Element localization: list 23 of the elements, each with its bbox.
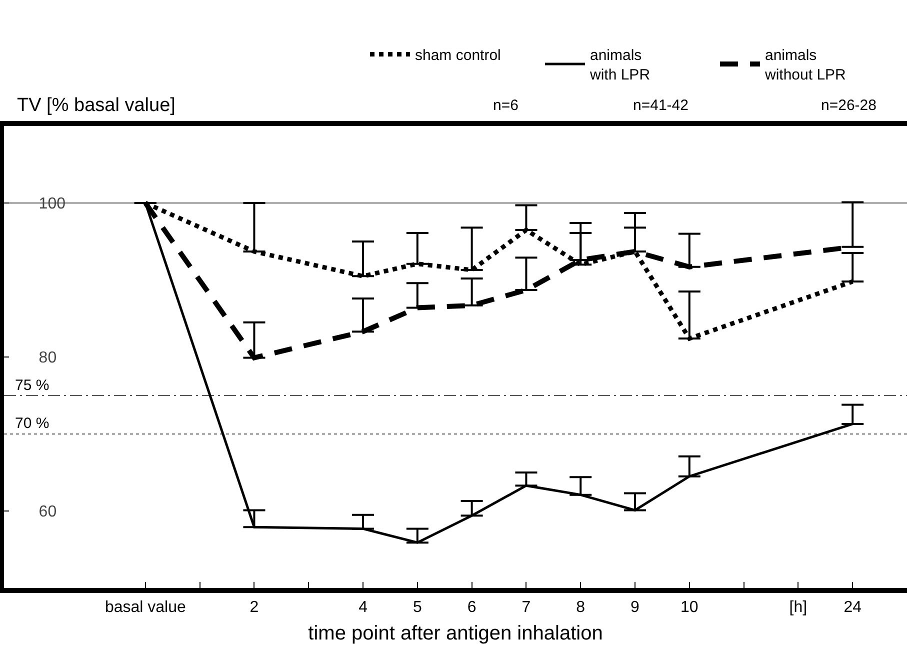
legend-label: animals with LPR — [589, 47, 650, 84]
x-tick-label: 4 — [358, 599, 368, 616]
y-tick-label: 80 — [38, 350, 57, 367]
x-tick-label: 9 — [630, 599, 640, 616]
x-tick-label: [h] — [789, 599, 808, 616]
ref-line-label: 70 % — [15, 415, 50, 432]
x-tick-label: 2 — [250, 599, 259, 616]
text: n=41-42 — [633, 97, 688, 114]
x-tick-label: 10 — [680, 599, 698, 616]
y-tick-label: 60 — [38, 504, 57, 521]
x-axis-title: time point after antigen inhalation — [308, 622, 603, 645]
x-tick-label: 6 — [467, 599, 476, 616]
ref-line-label: 75 % — [15, 377, 50, 394]
x-tick-label: 7 — [522, 599, 531, 616]
y-axis-title: TV [% basal value] — [17, 95, 176, 116]
x-tick-label: 8 — [576, 599, 586, 616]
x-tick-label: 5 — [412, 599, 422, 616]
x-tick-label: 24 — [844, 599, 862, 616]
text: n=26-28 — [821, 97, 876, 114]
text: n=6 — [493, 97, 518, 114]
x-tick-label: basal value — [104, 599, 186, 616]
legend-label: sham control — [415, 47, 501, 64]
legend-label: animals without LPR — [764, 47, 846, 84]
